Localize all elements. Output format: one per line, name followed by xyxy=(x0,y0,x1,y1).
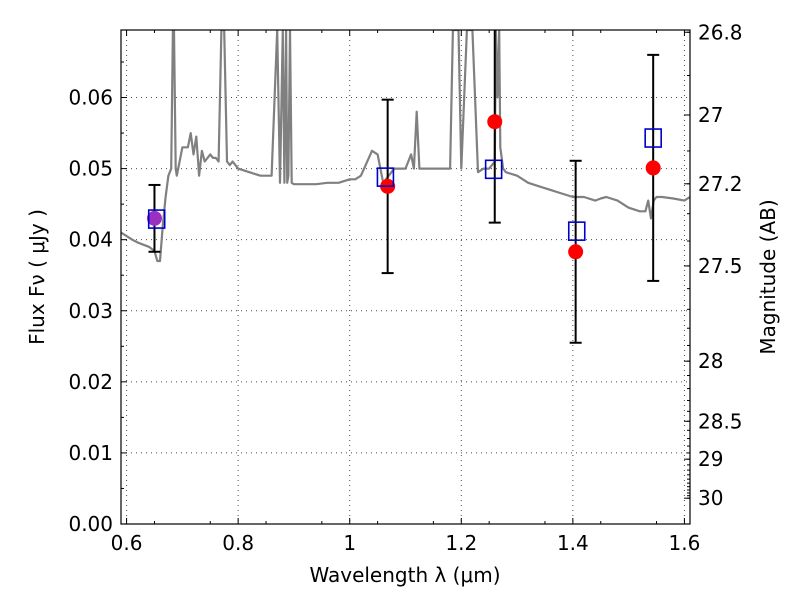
x-axis-label: Wavelength λ (μm) xyxy=(309,563,500,587)
right-tick-label: 26.8 xyxy=(698,20,743,44)
model-spectrum-line xyxy=(121,30,690,263)
x-tick-label: 1.2 xyxy=(445,531,477,555)
x-tick-label: 1 xyxy=(343,531,356,555)
ticks: 0.6 0.8 1 1.2 1.4 1.6 0.00 0.01 0.02 0.03 0.04 0.05… xyxy=(68,20,742,555)
observed-point xyxy=(146,210,162,226)
y-axis-label: Flux Fν ( μJy ) xyxy=(25,209,49,345)
observed-point xyxy=(568,244,584,260)
model-photometry-marker xyxy=(567,221,586,241)
right-tick-label: 27 xyxy=(698,103,723,127)
model-photometry-marker xyxy=(484,159,503,180)
right-tick-label: 28.5 xyxy=(698,409,743,433)
right-tick-label: 30 xyxy=(698,486,723,510)
right-axis-label: Magnitude (AB) xyxy=(756,199,780,354)
right-tick-label: 29 xyxy=(698,447,723,471)
right-tick-label: 27.2 xyxy=(698,172,743,196)
model-photometry-marker xyxy=(644,128,662,148)
observed-point xyxy=(645,160,661,176)
x-tick-label: 0.6 xyxy=(111,531,143,555)
x-tick-label: 1.6 xyxy=(669,531,701,555)
y-tick-label: 0.05 xyxy=(68,157,113,181)
right-tick-label: 27.5 xyxy=(698,254,743,278)
model-photometry-marker xyxy=(376,167,395,187)
y-tick-label: 0.06 xyxy=(68,86,113,110)
data-points xyxy=(146,30,662,344)
model-spectrum xyxy=(121,30,690,263)
observed-point xyxy=(487,114,503,130)
right-tick-label: 28 xyxy=(698,349,723,373)
x-tick-label: 0.8 xyxy=(222,531,254,555)
plot-frame xyxy=(120,29,691,525)
y-tick-label: 0.03 xyxy=(68,299,113,323)
y-tick-label: 0.04 xyxy=(68,228,113,252)
model-photometry-marker xyxy=(147,209,166,229)
y-tick-label: 0.00 xyxy=(68,512,113,536)
x-tick-label: 1.4 xyxy=(557,531,589,555)
y-tick-label: 0.02 xyxy=(68,370,113,394)
y-tick-label: 0.01 xyxy=(68,441,113,465)
